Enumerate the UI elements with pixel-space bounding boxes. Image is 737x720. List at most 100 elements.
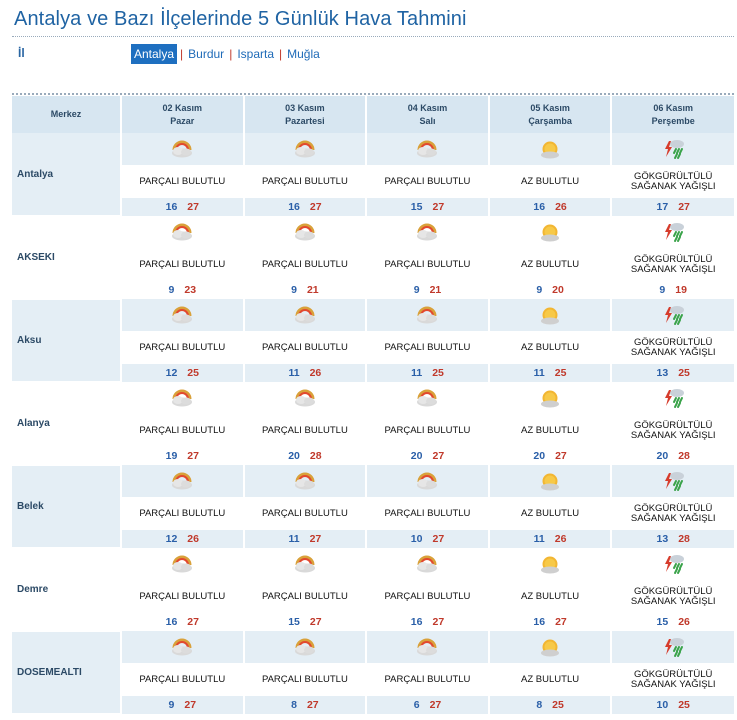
- condition-text: PARÇALI BULUTLU: [244, 580, 366, 613]
- partly-cloudy-icon: [168, 138, 196, 160]
- partly-cloudy-icon: [168, 636, 196, 658]
- temperature-range: 11 26: [490, 530, 611, 548]
- temperature-range: 10 25: [612, 696, 734, 714]
- temperature-range: 8 27: [245, 696, 366, 714]
- forecast-cell: GÖKGÜRÜLTÜLÜ SAĞANAK YAĞIŞLI 10 25: [610, 631, 734, 714]
- table-row: Aksu PARÇALI BULUTLU 12 25 PARÇALI BULUTLU 11…: [12, 299, 734, 383]
- forecast-cell: PARÇALI BULUTLU 12 26: [120, 465, 244, 548]
- day-date: 04 Kasım: [407, 102, 448, 113]
- temperature-range: 15 27: [367, 198, 488, 216]
- condition-text: PARÇALI BULUTLU: [244, 663, 366, 696]
- min-temp: 11: [533, 533, 545, 545]
- condition-text: GÖKGÜRÜLTÜLÜ SAĞANAK YAĞIŞLI: [612, 165, 734, 198]
- min-temp: 16: [410, 616, 423, 628]
- min-temp: 11: [411, 367, 423, 379]
- il-label: İl: [18, 46, 25, 60]
- province-link-isparta[interactable]: Isparta: [237, 47, 274, 61]
- province-link-mugla[interactable]: Muğla: [287, 47, 320, 61]
- province-link-burdur[interactable]: Burdur: [188, 47, 225, 61]
- temperature-range: 8 25: [490, 696, 611, 714]
- partly-cloudy-icon: [168, 387, 196, 409]
- sun-cloud-icon: [536, 387, 564, 409]
- partly-cloudy-icon: [413, 636, 441, 658]
- temperature-range: 11 26: [245, 364, 366, 382]
- min-temp: 16: [288, 201, 300, 213]
- max-temp: 25: [678, 699, 690, 711]
- temperature-range: 11 25: [490, 364, 611, 382]
- day-header: 03 Kasım Pazartesi: [243, 96, 368, 133]
- min-temp: 10: [656, 699, 669, 711]
- condition-text: PARÇALI BULUTLU: [244, 248, 366, 281]
- max-temp: 27: [309, 201, 322, 213]
- city-name: Demre: [12, 548, 121, 632]
- temperature-range: 13 25: [612, 364, 734, 382]
- partly-cloudy-icon: [413, 387, 441, 409]
- day-date: 05 Kasım: [530, 102, 570, 113]
- sun-cloud-icon: [536, 138, 564, 160]
- temperature-range: 9 20: [490, 281, 611, 299]
- province-link-antalya[interactable]: Antalya: [131, 44, 178, 64]
- forecast-cell: GÖKGÜRÜLTÜLÜ SAĞANAK YAĞIŞLI 13 25: [610, 299, 734, 382]
- day-date: 03 Kasım: [285, 102, 325, 113]
- thunderstorm-icon: [659, 138, 687, 160]
- min-temp: 15: [288, 616, 300, 628]
- min-temp: 8: [291, 699, 297, 711]
- max-temp: 27: [309, 616, 322, 628]
- min-temp: 9: [291, 284, 297, 296]
- sun-cloud-icon: [536, 553, 564, 575]
- nav-separator: |: [180, 47, 184, 61]
- max-temp: 27: [432, 616, 445, 628]
- max-temp: 27: [187, 616, 199, 628]
- max-temp: 27: [187, 450, 199, 462]
- max-temp: 26: [554, 533, 567, 545]
- max-temp: 21: [429, 284, 442, 296]
- forecast-cell: PARÇALI BULUTLU 16 27: [120, 133, 244, 216]
- forecast-cell: PARÇALI BULUTLU 11 26: [242, 299, 367, 382]
- forecast-cell: PARÇALI BULUTLU 15 27: [365, 133, 489, 216]
- max-temp: 27: [184, 699, 197, 711]
- min-temp: 19: [165, 450, 178, 462]
- table-row: Belek PARÇALI BULUTLU 12 26 PARÇALI BULUTLU 1…: [12, 465, 734, 549]
- max-temp: 25: [187, 367, 199, 379]
- thunderstorm-icon: [659, 387, 687, 409]
- page-title: Antalya ve Bazı İlçelerinde 5 Günlük Hav…: [14, 8, 467, 30]
- forecast-cell: PARÇALI BULUTLU 20 27: [365, 382, 489, 465]
- table-divider: [12, 93, 734, 95]
- max-temp: 26: [309, 367, 322, 379]
- min-temp: 9: [168, 699, 175, 711]
- city-name: Antalya: [12, 133, 121, 217]
- max-temp: 27: [555, 616, 567, 628]
- condition-text: GÖKGÜRÜLTÜLÜ SAĞANAK YAĞIŞLI: [612, 331, 734, 364]
- temperature-range: 16 26: [490, 198, 611, 216]
- min-temp: 20: [533, 450, 546, 462]
- temperature-range: 20 28: [612, 447, 734, 465]
- forecast-cell: PARÇALI BULUTLU 19 27: [120, 382, 244, 465]
- min-temp: 12: [165, 367, 178, 379]
- min-temp: 8: [536, 699, 543, 711]
- temperature-range: 20 27: [367, 447, 488, 465]
- max-temp: 27: [555, 450, 567, 462]
- forecast-cell: PARÇALI BULUTLU 12 25: [120, 299, 244, 382]
- day-header: 06 Kasım Perşembe: [611, 96, 734, 133]
- city-name: Alanya: [12, 382, 121, 466]
- condition-text: PARÇALI BULUTLU: [122, 580, 243, 613]
- day-header: 04 Kasım Salı: [366, 96, 490, 133]
- min-temp: 15: [656, 616, 669, 628]
- min-temp: 11: [533, 367, 545, 379]
- temperature-range: 15 26: [612, 613, 734, 631]
- forecast-cell: AZ BULUTLU 16 26: [487, 133, 612, 216]
- max-temp: 27: [429, 699, 442, 711]
- temperature-range: 16 27: [245, 198, 366, 216]
- day-weekday: Pazartesi: [285, 115, 325, 126]
- min-temp: 16: [533, 616, 546, 628]
- condition-text: AZ BULUTLU: [489, 165, 611, 198]
- partly-cloudy-icon: [413, 138, 441, 160]
- forecast-cell: PARÇALI BULUTLU 9 23: [120, 216, 244, 299]
- condition-text: PARÇALI BULUTLU: [122, 165, 243, 198]
- nav-separator: |: [279, 47, 283, 61]
- condition-text: GÖKGÜRÜLTÜLÜ SAĞANAK YAĞIŞLI: [612, 497, 734, 530]
- max-temp: 23: [184, 284, 197, 296]
- min-temp: 9: [659, 284, 666, 296]
- min-temp: 13: [656, 367, 669, 379]
- forecast-cell: AZ BULUTLU 11 26: [487, 465, 612, 548]
